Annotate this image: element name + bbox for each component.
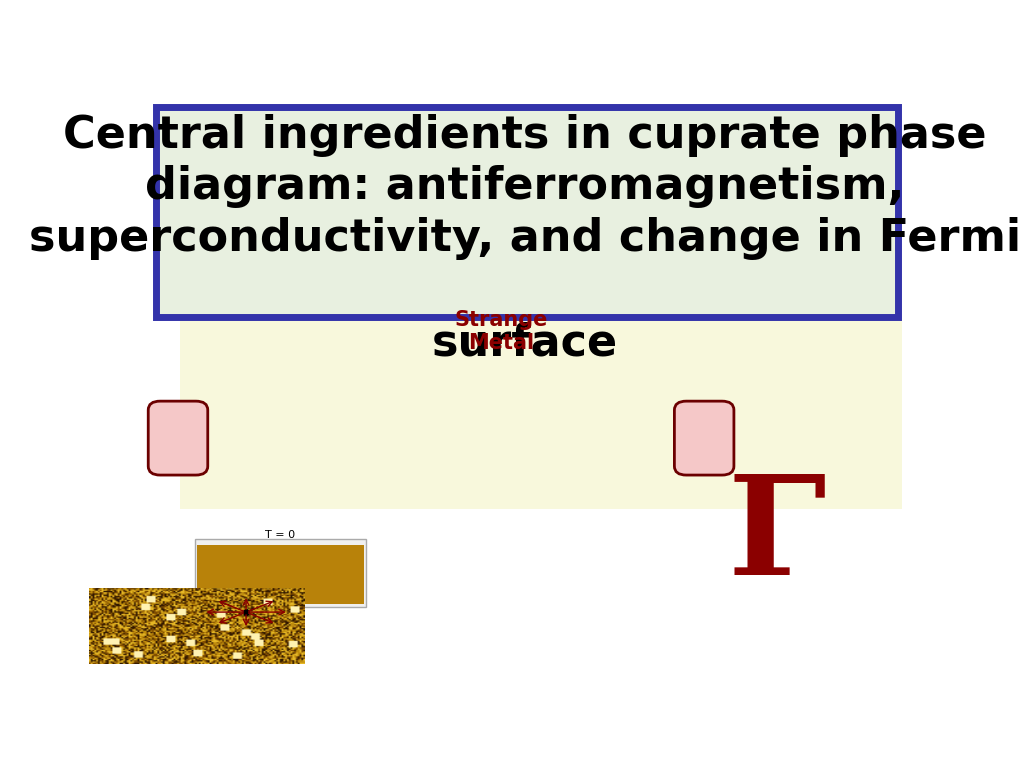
- Text: surface: surface: [432, 322, 617, 365]
- FancyBboxPatch shape: [148, 401, 208, 475]
- Text: T = 0: T = 0: [265, 530, 296, 540]
- Text: Strange
Metal: Strange Metal: [455, 310, 548, 353]
- Text: Central ingredients in cuprate phase
diagram: antiferromagnetism,
superconductiv: Central ingredients in cuprate phase dia…: [29, 114, 1021, 260]
- FancyBboxPatch shape: [675, 401, 734, 475]
- FancyBboxPatch shape: [179, 119, 902, 509]
- Text: Γ: Γ: [727, 470, 825, 604]
- FancyBboxPatch shape: [156, 107, 898, 317]
- Bar: [197, 545, 364, 604]
- Bar: [195, 538, 367, 607]
